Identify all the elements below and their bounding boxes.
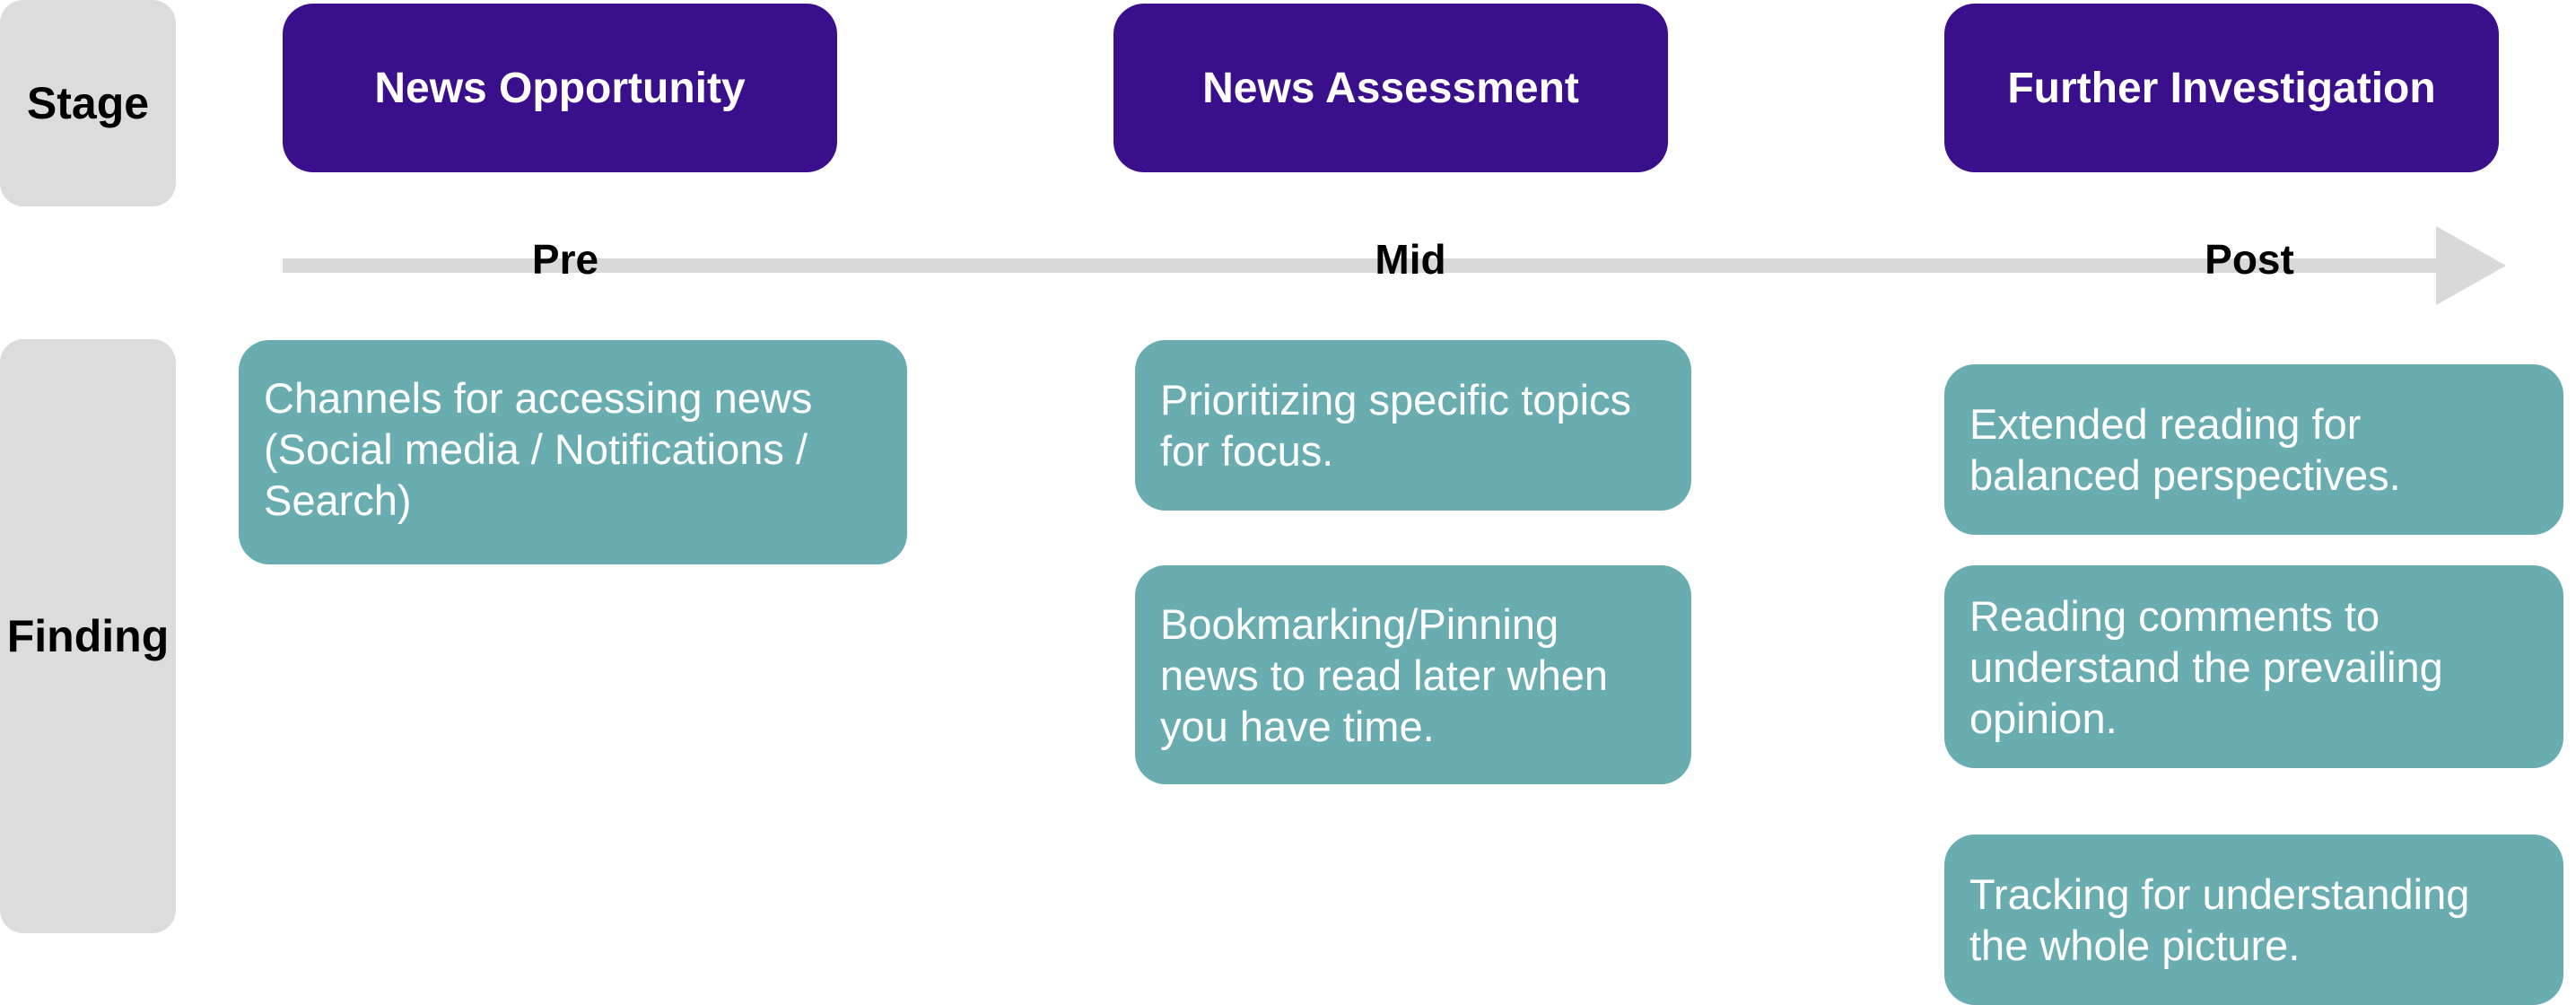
timeline-arrow-head (2436, 226, 2506, 305)
finding-row-label: Finding (0, 339, 176, 933)
phase-post-label: Post (2205, 236, 2294, 283)
phase-mid-label: Mid (1375, 236, 1446, 283)
finding-card-post-tracking: Tracking for understanding the whole pic… (1944, 835, 2563, 1005)
stage-news-opportunity: News Opportunity (283, 4, 837, 172)
stage-row-label: Stage (0, 0, 176, 206)
finding-card-post-reading-comments: Reading comments to understand the preva… (1944, 565, 2563, 768)
stage-further-investigation: Further Investigation (1944, 4, 2499, 172)
finding-card-mid-prioritizing: Prioritizing specific topics for focus. (1135, 340, 1691, 511)
finding-card-mid-bookmarking: Bookmarking/Pinning news to read later w… (1135, 565, 1691, 784)
finding-card-pre-channels: Channels for accessing news (Social medi… (239, 340, 907, 564)
finding-card-text: Bookmarking/Pinning news to read later w… (1160, 599, 1609, 750)
finding-card-text: Extended reading for balanced perspectiv… (1969, 400, 2401, 499)
finding-card-post-extended-reading: Extended reading for balanced perspectiv… (1944, 364, 2563, 535)
phase-pre-label: Pre (531, 236, 599, 283)
stage-news-assessment: News Assessment (1113, 4, 1668, 172)
finding-card-text: Prioritizing specific topics for focus. (1160, 376, 1632, 475)
timeline-arrow-shaft (283, 258, 2436, 273)
finding-card-text: Channels for accessing news (Social medi… (264, 374, 813, 524)
finding-card-text: Reading comments to understand the preva… (1969, 591, 2443, 742)
finding-card-text: Tracking for understanding the whole pic… (1969, 870, 2470, 969)
